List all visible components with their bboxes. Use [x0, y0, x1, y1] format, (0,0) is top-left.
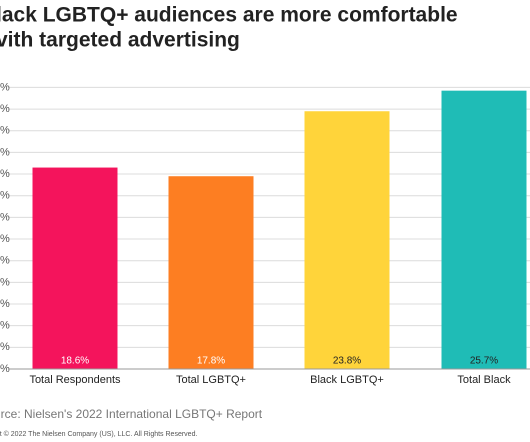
- y-tick-label: %: [0, 81, 10, 93]
- copyright: ght © 2022 The Nielsen Company (US), LLC…: [0, 430, 197, 438]
- value-label: 17.8%: [197, 356, 225, 367]
- y-tick-label: %: [0, 233, 10, 245]
- value-label: 18.6%: [61, 356, 89, 367]
- x-tick-label: Total Respondents: [29, 374, 121, 386]
- bar: [168, 176, 254, 369]
- x-tick-label: Total LGBTQ+: [176, 374, 246, 386]
- y-tick-label: %: [0, 103, 10, 115]
- y-tick-label: %: [0, 125, 10, 137]
- y-tick-label: %: [0, 363, 10, 375]
- x-tick-label: Total Black: [457, 374, 511, 386]
- value-label: 23.8%: [333, 356, 361, 367]
- y-tick-label: %: [0, 146, 10, 158]
- y-tick-label: %: [0, 320, 10, 332]
- x-tick-label: Black LGBTQ+: [310, 374, 384, 386]
- chart-title: vith targeted advertising: [0, 29, 240, 52]
- y-tick-label: %: [0, 298, 10, 310]
- bar: [441, 90, 527, 369]
- y-tick-label: %: [0, 255, 10, 267]
- y-tick-label: %: [0, 276, 10, 288]
- bar: [32, 167, 118, 369]
- chart-title: lack LGBTQ+ audiences are more comfortab…: [0, 4, 458, 27]
- y-tick-label: %: [0, 190, 10, 202]
- y-tick-label: %: [0, 211, 10, 223]
- source: urce: Nielsen's 2022 International LGBTQ…: [0, 407, 263, 421]
- y-tick-label: %: [0, 168, 10, 180]
- bar: [304, 111, 390, 369]
- y-tick-label: %: [0, 341, 10, 353]
- value-label: 25.7%: [470, 356, 498, 367]
